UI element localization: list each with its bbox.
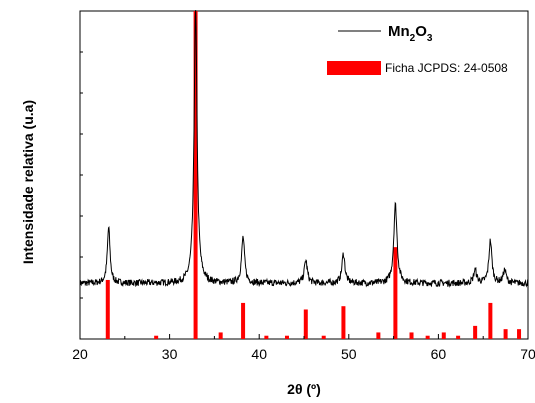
reference-stick	[488, 302, 493, 339]
reference-stick	[193, 11, 198, 339]
x-tick-label-20: 20	[72, 346, 88, 362]
y-axis-title: Intensidade relativa (u.a)	[20, 100, 36, 264]
reference-stick	[303, 309, 308, 339]
reference-stick	[218, 332, 223, 339]
reference-stick	[264, 335, 269, 339]
reference-stick	[376, 332, 381, 339]
reference-stick	[425, 335, 430, 339]
reference-stick	[456, 335, 461, 339]
reference-sticks-layer	[105, 11, 522, 339]
reference-stick	[503, 329, 508, 339]
reference-stick	[241, 302, 246, 339]
reference-stick	[409, 332, 414, 339]
reference-stick	[441, 332, 446, 339]
reference-stick	[473, 325, 478, 339]
x-tick-label-40: 40	[251, 346, 267, 362]
reference-stick	[105, 279, 110, 339]
x-axis-title: 2θ (º)	[287, 381, 321, 397]
legend: Mn2O3 Ficha JCPDS: 24-0508	[327, 23, 508, 75]
legend-label-mn2o3: Mn2O3	[388, 23, 433, 44]
legend-label-jcpds: Ficha JCPDS: 24-0508	[385, 61, 508, 75]
mn2o3-pattern-line	[79, 10, 529, 288]
reference-stick	[393, 247, 398, 339]
x-tick-label-60: 60	[431, 346, 447, 362]
x-tick-label-50: 50	[341, 346, 357, 362]
x-axis-ticks: 20 30 40 50 60 70	[72, 51, 535, 362]
x-tick-label-70: 70	[520, 346, 535, 362]
legend-bar-swatch	[327, 61, 381, 75]
reference-stick	[154, 335, 159, 339]
reference-stick	[321, 335, 326, 339]
x-tick-label-30: 30	[162, 346, 178, 362]
reference-stick	[284, 335, 289, 339]
reference-stick	[517, 329, 522, 339]
reference-stick	[341, 306, 346, 339]
